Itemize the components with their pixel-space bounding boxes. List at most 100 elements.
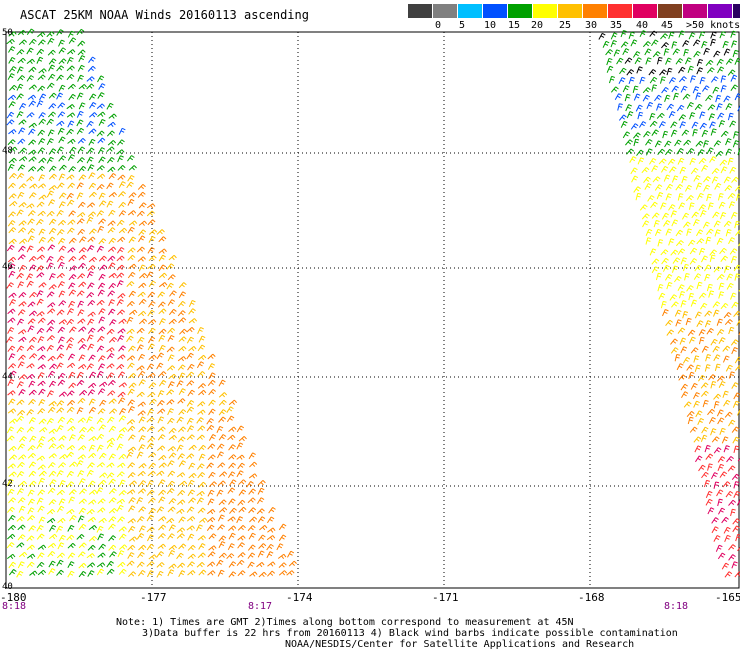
wind-barb [96,184,105,191]
wind-barb [695,140,704,147]
wind-barb [208,372,216,380]
wind-barb [28,461,37,469]
scale-swatch [608,4,633,18]
wind-barb [78,478,86,485]
wind-barb [197,552,206,559]
lat-label-42: 42 [2,479,13,489]
wind-barb [56,505,65,513]
wind-barb [167,417,175,425]
wind-barb [198,453,206,461]
wind-barb [136,533,145,540]
wind-barb [675,319,682,327]
wind-barb [664,273,673,281]
wind-barb [127,155,135,162]
wind-barb [8,157,17,164]
wind-barb [8,193,17,200]
wind-barb [651,266,659,274]
wind-barb [77,300,85,308]
wind-barb [97,326,106,333]
wind-barb [97,533,105,541]
wind-barb [66,417,75,425]
wind-barb [6,282,14,289]
wind-barb [704,444,711,453]
wind-barb [137,191,146,198]
wind-barb [698,204,707,211]
wind-barb [188,318,198,324]
wind-barb [7,139,16,146]
wind-barb [18,220,27,226]
wind-barb [56,272,65,279]
wind-barb [178,543,187,550]
wind-barb [177,489,186,496]
wind-barb [118,345,126,352]
scale-label: 0 [435,20,442,31]
wind-barb [138,426,147,433]
wind-barb [659,69,667,76]
wind-barb [117,371,126,379]
wind-barb [696,192,704,200]
wind-barb [128,382,137,389]
wind-barb [106,416,115,424]
wind-barb [649,157,657,165]
wind-barb [56,146,64,154]
wind-barb [128,373,137,379]
wind-barb [36,298,44,306]
wind-barb [683,139,692,146]
wind-barb [26,373,35,380]
wind-barb [7,327,15,334]
wind-barb [17,281,25,289]
wind-barb [732,436,740,444]
wind-barb [108,272,117,279]
wind-barb [635,104,643,112]
wind-barb [29,570,38,576]
wind-barb [7,256,17,263]
wind-barb [228,399,238,406]
wind-barb [188,308,196,315]
wind-barb [96,417,105,425]
wind-barb [259,524,268,531]
wind-barb [27,301,36,308]
wind-barb [167,354,175,362]
wind-barb [661,42,669,49]
wind-barb [38,138,46,145]
wind-barb [719,212,727,220]
wind-barb [246,481,254,488]
wind-barb [48,165,57,172]
wind-barb [58,192,67,199]
wind-barb [717,498,723,507]
wind-barb [703,184,711,192]
wind-barb [705,236,712,245]
wind-barb [229,507,237,514]
wind-barb [57,416,66,424]
wind-barb [196,434,205,441]
wind-barb [126,489,136,495]
wind-barb [67,138,76,144]
wind-barb [197,371,206,377]
wind-barb [248,532,256,540]
wind-barb [126,316,134,324]
wind-barb [267,570,276,577]
wind-barb [76,290,85,297]
wind-barb [46,255,54,263]
wind-barb [47,244,56,251]
wind-barb [148,554,157,560]
wind-barb [236,425,245,433]
wind-barb [238,506,247,513]
wind-barb [664,148,673,156]
scale-label: 25 [559,20,572,31]
wind-barb [706,193,712,202]
wind-barb [36,524,44,532]
wind-barb [37,147,46,154]
wind-barb [16,272,24,280]
wind-barb [77,137,86,144]
wind-barb [87,389,96,396]
wind-barb [76,460,84,467]
wind-barb [68,382,77,389]
wind-barb [6,244,15,252]
wind-barb [668,111,676,119]
wind-barb [56,489,65,496]
wind-barb [98,308,106,315]
wind-barb [47,308,56,314]
wind-barb [167,408,174,416]
wind-barb [712,86,720,94]
